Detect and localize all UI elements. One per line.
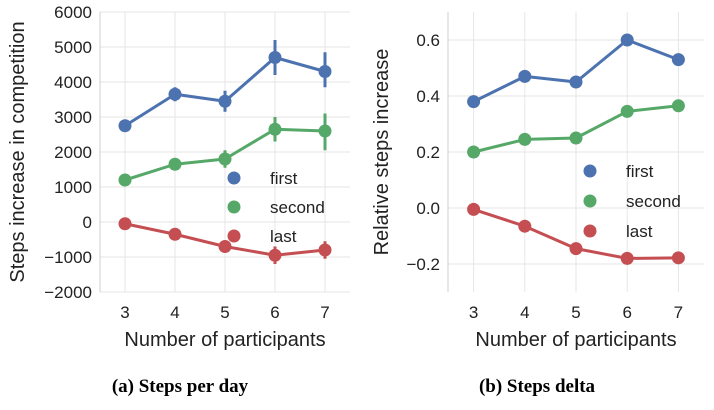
x-tick-label: 4 <box>170 303 179 322</box>
series-last <box>118 217 332 264</box>
panel-steps-delta: −0.2 0.0 0.2 0.4 0.6 3 4 5 6 7 Number of participa… <box>371 12 704 351</box>
x-tick-label: 7 <box>320 303 329 322</box>
y-tick-label: 1000 <box>54 178 92 197</box>
data-point <box>467 202 481 216</box>
legend-label: second <box>270 198 325 217</box>
caption-steps-delta: (b) Steps delta <box>479 376 596 397</box>
y-tick-label: 2000 <box>54 143 92 162</box>
data-point <box>118 173 132 187</box>
y-tick-label: −0.2 <box>406 255 440 274</box>
data-point <box>118 217 132 231</box>
data-point <box>118 119 132 133</box>
y-tick-label: −1000 <box>44 248 92 267</box>
data-point <box>620 33 634 47</box>
y-tick-label: 5000 <box>54 38 92 57</box>
y-tick-label: 6000 <box>54 3 92 22</box>
data-point <box>569 75 583 89</box>
legend-marker <box>583 194 597 208</box>
data-point <box>518 219 532 233</box>
legend-label: last <box>626 222 653 241</box>
legend-marker <box>583 224 597 238</box>
data-point <box>671 53 685 67</box>
data-point <box>467 95 481 109</box>
legend-label: last <box>270 227 297 246</box>
x-tick-label: 5 <box>220 303 229 322</box>
data-point <box>318 124 332 138</box>
data-point <box>218 152 232 166</box>
y-tick-label: 0.6 <box>416 31 440 50</box>
y-tick-label: 3000 <box>54 108 92 127</box>
legend-marker <box>227 200 241 214</box>
y-tick-label: 0.2 <box>416 143 440 162</box>
legend-marker <box>227 171 241 185</box>
x-tick-label: 7 <box>674 303 683 322</box>
data-point <box>569 131 583 145</box>
series-second <box>118 113 332 187</box>
y-axis-label: Relative steps increase <box>371 49 393 256</box>
data-point <box>218 240 232 253</box>
y-tick-label: 4000 <box>54 73 92 92</box>
legend-marker <box>227 229 241 243</box>
series-second <box>467 99 685 159</box>
data-point <box>318 65 332 78</box>
x-tick-label: 5 <box>571 303 580 322</box>
x-axis-label: Number of participants <box>124 329 325 351</box>
data-point <box>268 122 282 136</box>
y-tick-label: −2000 <box>44 283 92 302</box>
caption-steps-per-day: (a) Steps per day <box>112 376 249 397</box>
y-tick-label: 0 <box>83 213 92 232</box>
series-last <box>467 202 685 265</box>
legend: first second last <box>227 169 325 246</box>
series-first <box>118 40 332 133</box>
x-tick-label: 3 <box>469 303 478 322</box>
series-first <box>467 33 685 109</box>
data-point <box>620 251 634 265</box>
data-point <box>467 145 481 159</box>
x-tick-label: 4 <box>520 303 529 322</box>
data-point <box>518 132 532 146</box>
legend-label: second <box>626 192 681 211</box>
data-point <box>671 99 685 113</box>
data-point <box>318 243 332 257</box>
y-axis-label: Steps increase in competition <box>7 21 29 282</box>
data-point <box>671 251 685 265</box>
legend: first second last <box>583 162 681 241</box>
y-tick-label: 0.0 <box>416 199 440 218</box>
x-axis-label: Number of participants <box>475 329 676 351</box>
data-point <box>268 248 282 262</box>
data-point <box>268 51 282 64</box>
legend-label: first <box>270 169 298 188</box>
data-point <box>569 242 583 256</box>
legend-marker <box>583 164 597 178</box>
x-tick-label: 6 <box>622 303 631 322</box>
panel-steps-per-day: −2000 −1000 0 1000 2000 3000 4000 5000 6000 3 4 5 6 7… <box>7 3 350 351</box>
data-point <box>168 157 182 171</box>
y-tick-label: 0.4 <box>416 87 440 106</box>
x-tick-label: 3 <box>120 303 129 322</box>
data-point <box>518 69 532 83</box>
data-point <box>620 104 634 118</box>
data-point <box>218 94 232 108</box>
data-point <box>168 87 182 101</box>
x-tick-label: 6 <box>270 303 279 322</box>
legend-label: first <box>626 162 654 181</box>
data-point <box>168 227 182 241</box>
